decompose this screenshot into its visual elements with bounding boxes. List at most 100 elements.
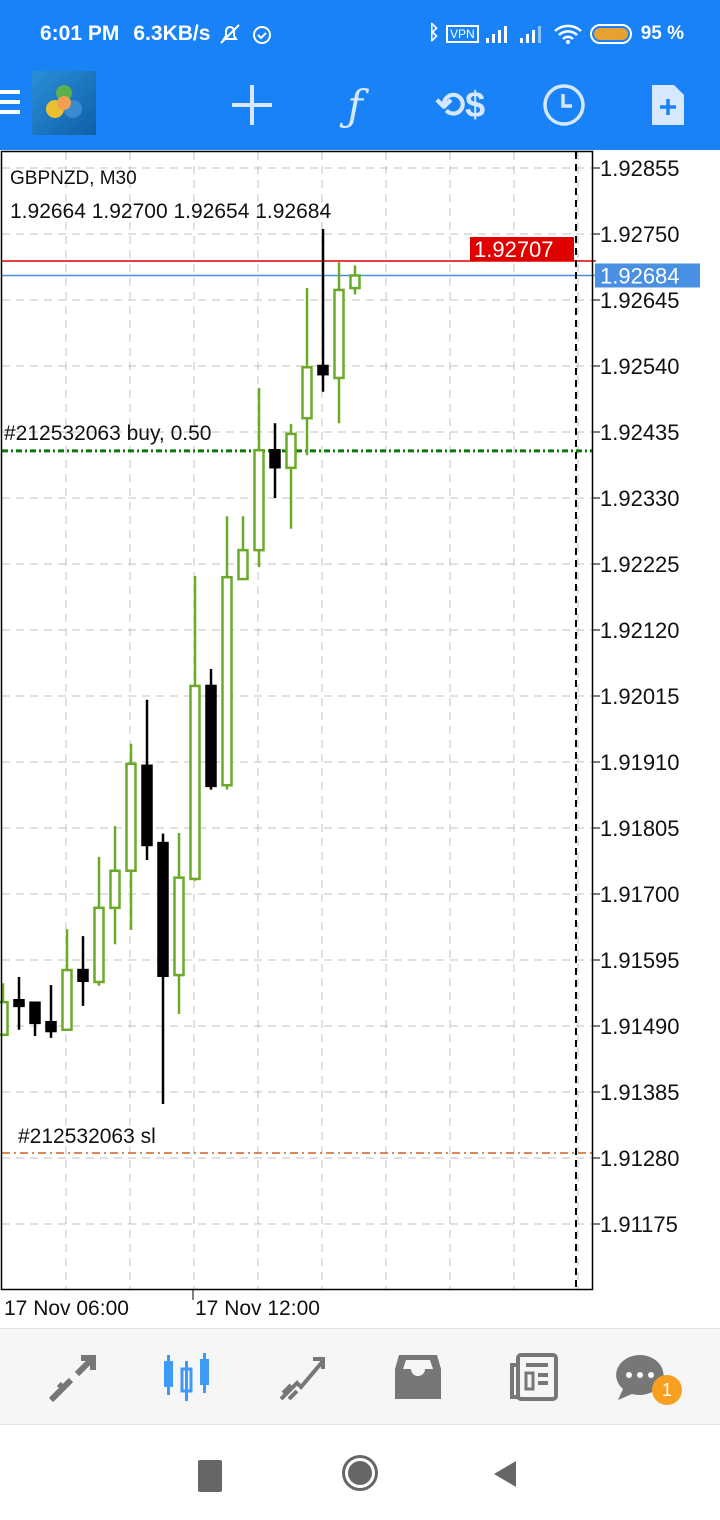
candle bbox=[0, 983, 9, 1037]
time-label: 17 Nov 06:00 bbox=[4, 1297, 129, 1320]
history-icon[interactable] bbox=[390, 1351, 446, 1405]
price-tick-label: 1.91595 bbox=[600, 948, 680, 973]
recents-button[interactable] bbox=[198, 1460, 222, 1492]
price-tick-label: 1.92330 bbox=[600, 486, 680, 511]
new-order-icon[interactable] bbox=[643, 80, 693, 130]
candle bbox=[125, 743, 137, 930]
system-nav bbox=[0, 1425, 720, 1520]
order-lines bbox=[2, 260, 596, 1154]
crosshair-icon[interactable] bbox=[227, 80, 277, 130]
signal-icon bbox=[519, 25, 541, 43]
price-tick-label: 1.92015 bbox=[600, 684, 680, 709]
app-header: 6:01 PM 6.3KB/s ᛒ VPN 95 % ƒ ⟲$ bbox=[0, 0, 720, 150]
trade-icon[interactable]: ⟲$ bbox=[434, 84, 486, 125]
candle-body bbox=[349, 274, 361, 290]
candle bbox=[29, 1001, 41, 1037]
news-icon[interactable] bbox=[505, 1351, 561, 1405]
price-tick-label: 1.92225 bbox=[600, 552, 680, 577]
messages-badge: 1 bbox=[652, 1375, 682, 1405]
price-tick-label: 1.91175 bbox=[600, 1212, 678, 1237]
candle-body bbox=[29, 1001, 41, 1025]
bid-price-label: 1.92684 bbox=[600, 263, 680, 288]
candle-body bbox=[93, 906, 105, 984]
price-tick-label: 1.91280 bbox=[600, 1146, 680, 1171]
battery-icon bbox=[589, 23, 632, 44]
candle bbox=[109, 826, 121, 945]
price-tick-label: 1.91490 bbox=[600, 1014, 680, 1039]
candle-body bbox=[285, 432, 297, 470]
quotes-icon[interactable] bbox=[45, 1351, 101, 1405]
candle bbox=[253, 388, 265, 568]
chart-icon[interactable] bbox=[160, 1351, 216, 1405]
status-right: ᛒ VPN 95 % bbox=[428, 22, 684, 45]
bottom-nav: 1 bbox=[0, 1328, 720, 1425]
candle bbox=[77, 936, 89, 1006]
candle-body bbox=[109, 869, 121, 910]
candle-body bbox=[141, 764, 153, 847]
chart-background bbox=[0, 150, 720, 1328]
price-tick-label: 1.92120 bbox=[600, 618, 680, 643]
ask-price-label: 1.92707 bbox=[474, 237, 554, 262]
timeframe-icon[interactable] bbox=[539, 80, 589, 130]
candle bbox=[221, 516, 233, 790]
candle-body bbox=[0, 1000, 9, 1037]
price-tick-label: 1.92540 bbox=[600, 354, 680, 379]
candle-body bbox=[237, 548, 249, 581]
buy-order-label[interactable]: #212532063 buy, 0.50 bbox=[4, 422, 211, 445]
messages-icon[interactable]: 1 bbox=[612, 1351, 682, 1405]
candle-body bbox=[173, 876, 185, 977]
stop-loss-label[interactable]: #212532063 sl bbox=[18, 1125, 156, 1148]
price-tick-label: 1.91385 bbox=[600, 1080, 680, 1105]
candle bbox=[173, 833, 185, 1015]
candle-body bbox=[205, 684, 217, 788]
signal-icon bbox=[485, 25, 507, 43]
candle bbox=[189, 575, 201, 881]
candle-body bbox=[77, 968, 89, 982]
candle-body bbox=[253, 448, 265, 552]
chart-frame bbox=[0, 150, 594, 1291]
candle bbox=[13, 976, 25, 1030]
candle bbox=[349, 265, 361, 295]
candles bbox=[0, 228, 361, 1104]
menu-icon[interactable] bbox=[0, 90, 20, 114]
candle bbox=[141, 699, 153, 861]
candle bbox=[157, 833, 169, 1104]
bid-price-tag bbox=[595, 263, 700, 288]
price-tick-label: 1.92435 bbox=[600, 420, 680, 445]
price-tick-label: 1.92645 bbox=[600, 288, 680, 313]
candle bbox=[237, 516, 249, 581]
battery-level: 95 % bbox=[640, 22, 684, 44]
candle-body bbox=[333, 288, 345, 380]
status-left: 6:01 PM 6.3KB/s bbox=[40, 22, 274, 46]
trade-icon[interactable] bbox=[275, 1351, 331, 1405]
candle bbox=[301, 288, 313, 456]
net-speed: 6.3KB/s bbox=[133, 22, 211, 45]
ohlc-label: 1.92664 1.92700 1.92654 1.92684 bbox=[10, 200, 331, 223]
wifi-icon bbox=[553, 24, 582, 44]
ask-price-tag bbox=[470, 237, 574, 262]
price-tick-label: 1.92855 bbox=[600, 156, 680, 181]
home-button[interactable] bbox=[342, 1455, 378, 1491]
candle-body bbox=[45, 1020, 57, 1033]
price-tick-label: 1.91910 bbox=[600, 750, 680, 775]
vpn-icon: VPN bbox=[446, 24, 479, 43]
candle-body bbox=[317, 364, 329, 376]
price-tick-label: 1.91805 bbox=[600, 816, 680, 841]
candle bbox=[93, 856, 105, 986]
candle-body bbox=[13, 998, 25, 1008]
mute-bell-icon bbox=[220, 24, 241, 44]
indicators-icon[interactable]: ƒ bbox=[347, 80, 363, 130]
candle-body bbox=[301, 366, 313, 420]
candle-body bbox=[221, 575, 233, 787]
candle-body bbox=[61, 968, 73, 1032]
candle-body bbox=[269, 448, 281, 469]
price-tick-label: 1.91700 bbox=[600, 882, 680, 907]
candle bbox=[285, 423, 297, 529]
price-chart[interactable]: 1.92855 1.92750 1.92645 1.92540 1.92435 1.923… bbox=[0, 150, 720, 1328]
mt4-logo[interactable] bbox=[32, 71, 96, 135]
candle bbox=[317, 228, 329, 392]
candle bbox=[61, 929, 73, 1032]
candle bbox=[205, 668, 217, 790]
alarm-icon bbox=[253, 26, 272, 44]
back-button[interactable] bbox=[494, 1461, 516, 1487]
